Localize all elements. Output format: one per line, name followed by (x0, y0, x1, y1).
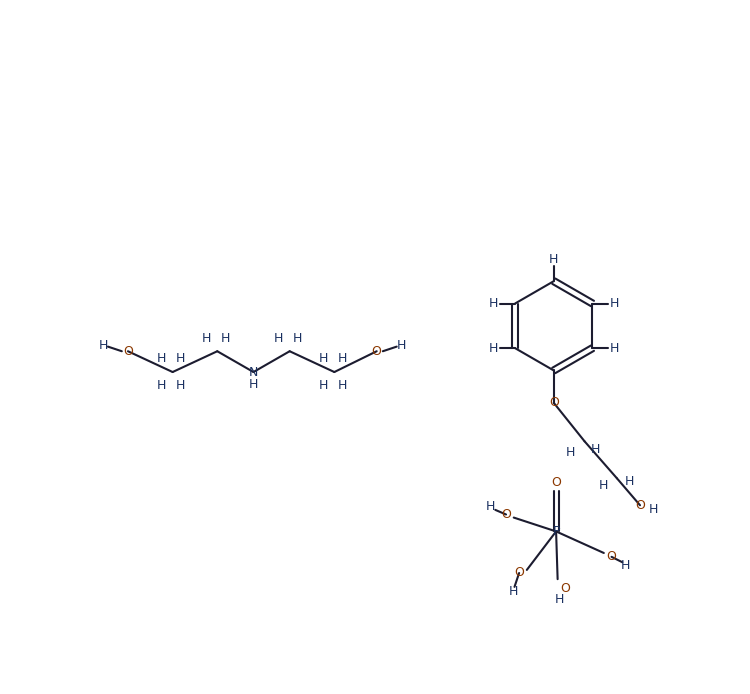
Text: H: H (621, 559, 630, 572)
Text: O: O (607, 550, 616, 564)
Text: H: H (609, 341, 619, 355)
Text: H: H (158, 353, 166, 366)
Text: H: H (554, 593, 564, 606)
Text: H: H (486, 500, 495, 514)
Text: H: H (176, 353, 185, 366)
Text: H: H (319, 379, 328, 391)
Text: H: H (650, 502, 658, 516)
Text: H: H (99, 339, 108, 352)
Text: H: H (598, 480, 608, 493)
Text: N: N (249, 366, 258, 378)
Text: H: H (274, 332, 284, 345)
Text: H: H (591, 443, 600, 455)
Text: H: H (489, 341, 498, 355)
Text: H: H (319, 353, 328, 366)
Text: H: H (338, 379, 346, 391)
Text: H: H (249, 378, 258, 391)
Text: H: H (609, 297, 619, 310)
Text: H: H (202, 332, 211, 345)
Text: H: H (292, 332, 302, 345)
Text: O: O (372, 345, 382, 357)
Text: P: P (552, 525, 560, 538)
Text: O: O (549, 396, 559, 409)
Text: H: H (158, 379, 166, 391)
Text: O: O (551, 475, 561, 489)
Text: H: H (338, 353, 346, 366)
Text: H: H (220, 332, 230, 345)
Text: H: H (176, 379, 185, 391)
Text: H: H (625, 475, 634, 488)
Text: H: H (397, 339, 406, 352)
Text: H: H (566, 446, 575, 459)
Text: O: O (514, 566, 524, 579)
Text: O: O (501, 508, 511, 521)
Text: O: O (635, 499, 645, 511)
Text: H: H (509, 585, 518, 598)
Text: O: O (560, 582, 570, 595)
Text: H: H (549, 253, 559, 266)
Text: H: H (489, 297, 498, 310)
Text: O: O (123, 345, 133, 357)
